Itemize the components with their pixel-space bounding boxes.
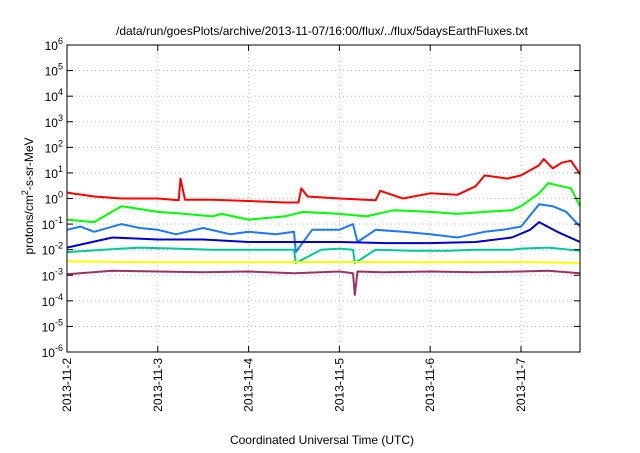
x-tick-label: 2013-11-4 — [242, 358, 256, 412]
y-tick-label: 10-3 — [42, 266, 63, 283]
y-axis-title-suffix: -s-sr-MeV — [22, 137, 36, 190]
y-axis-title: protons/cm2-s-sr-MeV — [20, 137, 36, 254]
series-line-2 — [66, 182, 581, 224]
y-tick-label: 10-1 — [42, 215, 63, 232]
y-tick-label: 103 — [45, 113, 63, 130]
axis-ticks: 106 105 104 103 102 101 100 10-1 10-2 10-3 10-4 10-… — [42, 36, 580, 412]
series-line-4 — [66, 221, 581, 249]
y-tick-label: 10-4 — [42, 292, 63, 309]
series-line-1 — [66, 158, 581, 204]
y-axis-title-prefix: protons/cm — [22, 195, 36, 254]
y-tick-label: 102 — [45, 138, 63, 155]
y-tick-label: 10-5 — [42, 317, 63, 334]
y-tick-label: 10-2 — [42, 241, 63, 258]
x-axis-title: Coordinated Universal Time (UTC) — [230, 433, 414, 447]
x-tick-label: 2013-11-3 — [151, 358, 165, 412]
series-line-3 — [66, 203, 581, 254]
y-tick-label: 106 — [45, 36, 63, 53]
y-tick-label: 100 — [45, 190, 63, 207]
y-tick-label: 10-6 — [42, 343, 63, 360]
series-line-6 — [66, 260, 581, 264]
x-tick-label: 2013-11-6 — [423, 358, 437, 412]
series-lines — [66, 158, 581, 296]
chart-title: /data/run/goesPlots/archive/2013-11-07/1… — [116, 24, 529, 38]
x-tick-label: 2013-11-7 — [514, 358, 528, 412]
x-tick-label: 2013-11-2 — [60, 358, 74, 412]
y-tick-label: 104 — [45, 87, 63, 104]
series-line-7 — [66, 269, 581, 296]
y-axis-title-sup: 2 — [20, 190, 30, 195]
y-tick-label: 101 — [45, 164, 63, 181]
x-tick-label: 2013-11-5 — [332, 358, 346, 412]
y-tick-label: 105 — [45, 62, 63, 79]
series-line-5 — [66, 246, 581, 264]
